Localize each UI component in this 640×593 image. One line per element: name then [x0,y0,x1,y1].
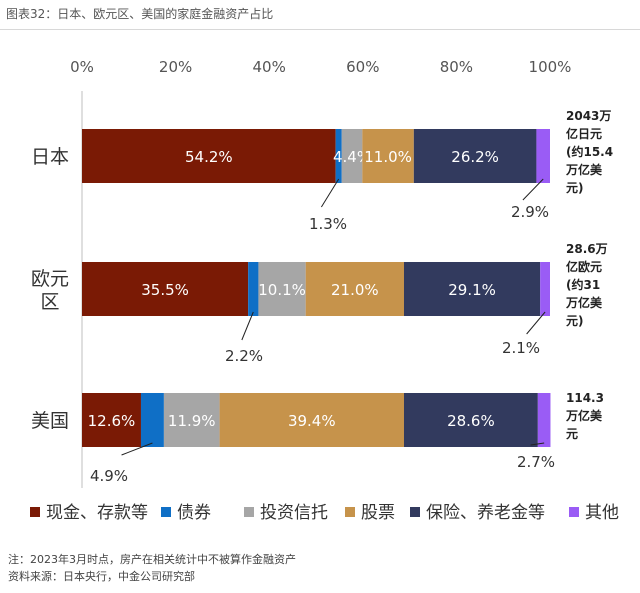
data-label: 28.6% [447,412,495,430]
data-label: 21.0% [331,281,379,299]
data-label: 12.6% [88,412,136,430]
total-annotation: 28.6万 [566,242,608,256]
legend-label: 保险、养老金等 [426,503,545,523]
data-label: 11.9% [168,412,216,430]
data-label: 1.3% [309,215,347,233]
bar-segment [413,129,537,183]
bar-segment [403,393,538,447]
category-label: 美国 [31,410,69,432]
bar-segment [536,129,550,183]
bar-segment [403,262,541,316]
x-tick-label: 60% [346,58,379,76]
total-annotation: 114.3 [566,391,604,405]
total-annotation: 万亿美 [565,162,603,177]
bar-segment [82,393,141,447]
x-tick-label: 40% [253,58,286,76]
bar-segment [82,129,336,183]
data-label: 4.9% [90,467,128,485]
data-label: 54.2% [185,148,233,166]
leader-line [241,311,254,341]
bar-segment [163,393,220,447]
data-label: 2.9% [511,203,549,221]
total-annotation: 元 [566,427,578,441]
legend-label: 股票 [361,503,395,523]
bar-segment [258,262,306,316]
data-label: 26.2% [451,148,499,166]
data-label: 11.0% [364,148,412,166]
total-annotation: 元) [566,181,584,195]
total-annotation: 亿日元 [566,126,602,141]
chart-source: 资料来源：日本央行，中金公司研究部 [8,570,195,583]
category-label: 欧元 [31,268,69,290]
legend-label: 债券 [177,503,211,523]
total-annotation: 万亿美 [565,295,603,310]
figure-caption: 图表32：日本、欧元区、美国的家庭金融资产占比 [6,7,274,21]
legend-label: 现金、存款等 [46,503,148,523]
bar-segment [82,262,249,316]
bar-segment [537,393,551,447]
data-label: 2.7% [517,453,555,471]
bar-segment [140,393,164,447]
total-annotation: 亿欧元 [566,259,602,274]
data-label: 2.2% [225,347,263,365]
x-tick-label: 80% [440,58,473,76]
x-tick-label: 20% [159,58,192,76]
bar-segment [219,393,404,447]
data-label: 2.1% [502,339,540,357]
legend-swatch [345,507,355,517]
total-annotation: (约31 [566,277,600,292]
leader-line [526,311,546,335]
data-label: 35.5% [141,281,189,299]
legend-swatch [244,507,254,517]
leader-line [530,442,545,446]
legend-label: 投资信托 [260,503,328,523]
data-label: 29.1% [448,281,496,299]
leader-line [121,442,153,456]
data-label: 10.1% [258,281,306,299]
data-label: 4.4% [333,148,371,166]
caption-divider [0,29,640,30]
legend-swatch [410,507,420,517]
category-label: 区 [40,291,59,313]
category-label: 日本 [31,146,69,168]
chart-note: 注：2023年3月时点，房产在相关统计中不被算作金融资产 [8,553,296,566]
bar-segment [341,129,363,183]
total-annotation: 2043万 [566,109,611,123]
legend-swatch [569,507,579,517]
bar-segment [305,262,404,316]
legend-swatch [30,507,40,517]
total-annotation: 万亿美 [565,408,603,423]
bar-segment [248,262,259,316]
x-tick-label: 0% [70,58,94,76]
bar-segment [362,129,414,183]
legend-label: 其他 [585,503,619,523]
x-tick-label: 100% [529,58,572,76]
bar-segment [540,262,550,316]
total-annotation: 元) [566,314,584,328]
legend-swatch [161,507,171,517]
leader-line [522,178,544,201]
leader-line [320,178,340,208]
data-label: 39.4% [288,412,336,430]
bar-segment [335,129,342,183]
total-annotation: (约15.4 [566,144,613,159]
